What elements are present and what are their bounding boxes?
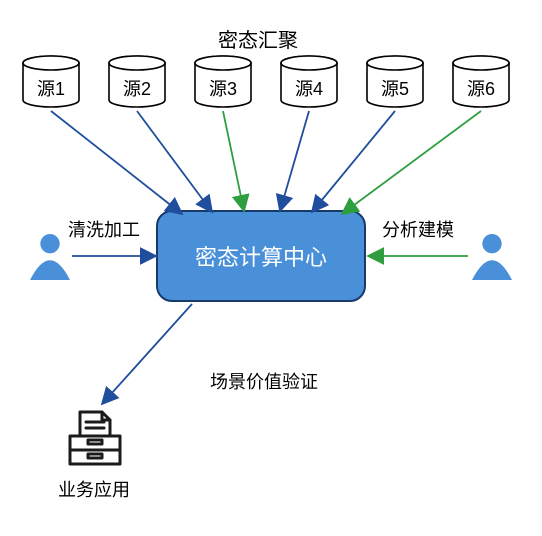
person-left-icon	[28, 232, 72, 285]
person-right-icon	[470, 232, 514, 285]
source-label: 源1	[22, 75, 80, 101]
title-label: 密态汇聚	[218, 24, 298, 53]
source-label: 源6	[452, 75, 510, 101]
diagram-stage: 密态汇聚 源1 源2 源3 源4 源5 源6 密态计算中心 清洗加工 分析建模 场景价值验…	[0, 0, 542, 536]
left-op-label: 清洗加工	[68, 216, 140, 242]
source-label: 源4	[280, 75, 338, 101]
source-label: 源5	[366, 75, 424, 101]
bottom-flow-label: 场景价值验证	[210, 368, 318, 394]
source-cylinder: 源2	[108, 62, 166, 122]
app-label: 业务应用	[58, 476, 130, 502]
app-icon	[64, 406, 126, 468]
right-op-label: 分析建模	[382, 216, 454, 242]
center-node: 密态计算中心	[156, 210, 366, 302]
source-label: 源2	[108, 75, 166, 101]
source-cylinder: 源4	[280, 62, 338, 122]
source-cylinder: 源6	[452, 62, 510, 122]
source-cylinder: 源3	[194, 62, 252, 122]
center-node-label: 密态计算中心	[195, 240, 327, 272]
source-cylinder: 源5	[366, 62, 424, 122]
source-cylinder: 源1	[22, 62, 80, 122]
source-label: 源3	[194, 75, 252, 101]
